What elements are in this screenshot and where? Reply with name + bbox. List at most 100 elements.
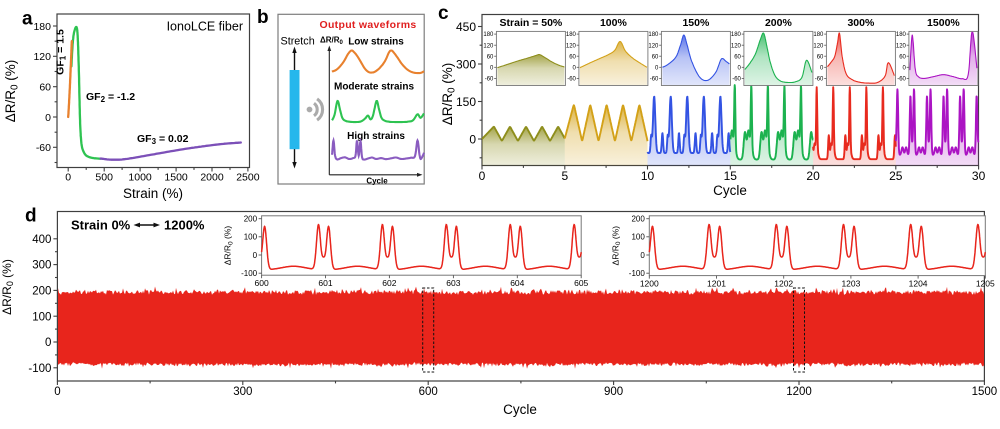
svg-text:60: 60 (899, 54, 906, 60)
svg-text:GF1 = 1.5: GF1 = 1.5 (55, 29, 68, 75)
svg-text:1500: 1500 (972, 386, 998, 398)
svg-text:1500: 1500 (164, 172, 188, 184)
svg-text:-60: -60 (815, 77, 824, 83)
svg-text:600: 600 (419, 386, 438, 398)
svg-text:ΔR/R0 (%): ΔR/R0 (%) (440, 63, 458, 126)
svg-text:150: 150 (456, 95, 476, 109)
svg-text:500: 500 (95, 172, 113, 184)
svg-text:120: 120 (566, 43, 577, 49)
svg-text:-60: -60 (897, 77, 906, 83)
svg-text:0: 0 (820, 65, 824, 71)
svg-text:0: 0 (903, 65, 907, 71)
svg-text:400: 400 (32, 234, 51, 246)
svg-text:0: 0 (469, 132, 476, 146)
svg-text:600: 600 (255, 278, 269, 288)
svg-text:120: 120 (896, 43, 907, 49)
svg-text:1202: 1202 (774, 279, 793, 289)
svg-text:5: 5 (561, 169, 568, 183)
svg-text:Low strains: Low strains (348, 37, 404, 48)
svg-text:c: c (438, 3, 449, 24)
svg-text:60: 60 (569, 54, 576, 60)
svg-text:120: 120 (33, 51, 51, 63)
svg-text:0: 0 (253, 251, 258, 260)
svg-text:120: 120 (483, 43, 494, 49)
svg-text:150%: 150% (682, 17, 710, 29)
svg-text:Strain 0%: Strain 0% (71, 218, 131, 233)
svg-text:a: a (22, 8, 33, 29)
svg-text:15: 15 (724, 169, 738, 183)
svg-text:Strain (%): Strain (%) (123, 186, 183, 201)
svg-text:ΔR/R0 (%): ΔR/R0 (%) (3, 60, 21, 123)
svg-text:603: 603 (446, 278, 460, 288)
svg-text:-60: -60 (567, 77, 576, 83)
svg-text:ΔR/R0 (%): ΔR/R0 (%) (223, 226, 235, 266)
svg-text:Moderate strains: Moderate strains (334, 82, 414, 93)
svg-text:60: 60 (817, 54, 824, 60)
svg-text:ΔR/R0: ΔR/R0 (320, 36, 344, 47)
svg-text:-100: -100 (629, 269, 646, 278)
svg-text:605: 605 (574, 278, 588, 288)
svg-text:120: 120 (813, 43, 824, 49)
svg-text:0: 0 (573, 65, 577, 71)
svg-text:2000: 2000 (200, 172, 224, 184)
svg-text:450: 450 (456, 20, 476, 34)
svg-text:GF3 = 0.02: GF3 = 0.02 (137, 133, 189, 146)
svg-text:200: 200 (631, 215, 645, 224)
svg-text:0: 0 (54, 386, 60, 398)
svg-text:180: 180 (896, 32, 907, 38)
svg-text:Stretch: Stretch (281, 36, 315, 48)
svg-text:ΔR/R0 (%): ΔR/R0 (%) (0, 259, 15, 315)
svg-text:Strain = 50%: Strain = 50% (500, 17, 563, 29)
svg-text:604: 604 (510, 278, 524, 288)
svg-text:200: 200 (32, 286, 51, 298)
svg-text:-100: -100 (241, 269, 258, 278)
svg-text:1204: 1204 (909, 279, 928, 289)
svg-text:60: 60 (487, 54, 494, 60)
svg-text:60: 60 (734, 54, 741, 60)
svg-text:High strains: High strains (347, 131, 405, 142)
svg-text:0: 0 (65, 172, 71, 184)
svg-text:300: 300 (233, 386, 252, 398)
svg-text:180: 180 (813, 32, 824, 38)
svg-text:180: 180 (566, 32, 577, 38)
svg-text:-60: -60 (732, 77, 741, 83)
svg-text:30: 30 (972, 169, 986, 183)
svg-text:180: 180 (648, 32, 659, 38)
svg-text:GF2 = -1.2: GF2 = -1.2 (86, 91, 135, 104)
svg-text:0: 0 (640, 251, 645, 260)
svg-text:b: b (257, 7, 269, 28)
svg-text:0: 0 (738, 65, 742, 71)
svg-text:300%: 300% (847, 17, 875, 29)
svg-text:300: 300 (32, 260, 51, 272)
svg-text:1205: 1205 (976, 279, 995, 289)
svg-text:Output waveforms: Output waveforms (320, 19, 417, 31)
svg-text:ΔR/R0 (%): ΔR/R0 (%) (610, 226, 622, 266)
svg-text:0: 0 (45, 112, 51, 124)
svg-text:-100: -100 (28, 363, 51, 375)
svg-text:180: 180 (483, 32, 494, 38)
svg-text:-60: -60 (650, 77, 659, 83)
svg-text:120: 120 (648, 43, 659, 49)
svg-text:0: 0 (479, 169, 486, 183)
svg-text:100: 100 (244, 233, 258, 242)
svg-text:60: 60 (652, 54, 659, 60)
svg-text:0: 0 (655, 65, 659, 71)
svg-text:60: 60 (39, 81, 51, 93)
svg-text:1200: 1200 (786, 386, 812, 398)
svg-text:-60: -60 (485, 77, 494, 83)
svg-text:25: 25 (889, 169, 903, 183)
svg-text:100: 100 (32, 311, 51, 323)
svg-text:0: 0 (45, 337, 51, 349)
svg-text:1000: 1000 (128, 172, 152, 184)
svg-text:d: d (25, 206, 37, 227)
svg-text:601: 601 (318, 278, 332, 288)
svg-text:100%: 100% (600, 17, 628, 29)
svg-text:0: 0 (490, 65, 494, 71)
svg-text:180: 180 (33, 21, 51, 33)
svg-text:602: 602 (382, 278, 396, 288)
svg-text:1500%: 1500% (927, 17, 960, 29)
svg-text:100: 100 (631, 233, 645, 242)
svg-text:-60: -60 (36, 142, 51, 154)
svg-text:200: 200 (244, 215, 258, 224)
svg-text:Cycle: Cycle (503, 402, 537, 417)
